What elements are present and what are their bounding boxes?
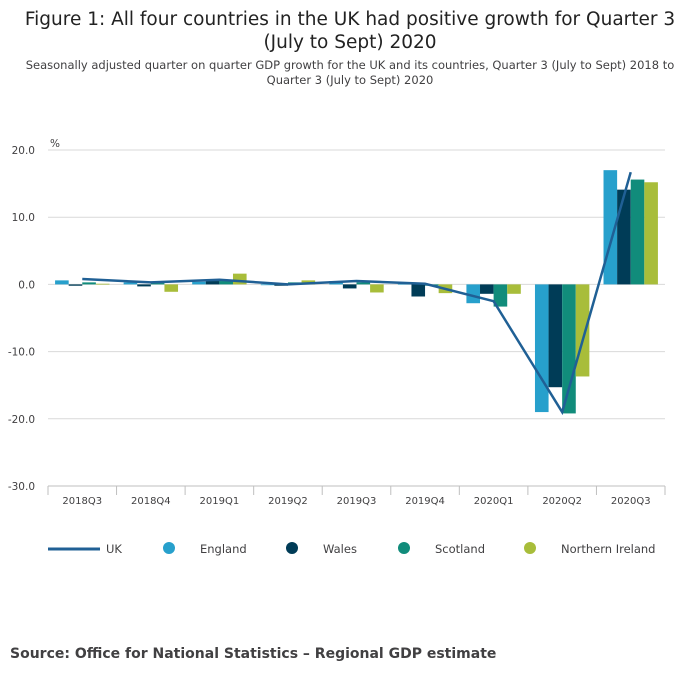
legend-label: UK: [106, 542, 122, 556]
legend-scotland-dot-icon: [398, 542, 410, 554]
y-tick-label: 20.0: [12, 145, 35, 157]
bar-scotland: [493, 284, 508, 307]
bar-scotland: [82, 282, 96, 285]
x-tick-label: 2019Q4: [405, 496, 445, 507]
bar-england: [123, 282, 138, 285]
y-tick-label: -30.0: [8, 481, 35, 493]
y-axis-unit-label: %: [50, 138, 60, 150]
bar-scotland: [562, 284, 576, 414]
bar-wales: [68, 284, 83, 286]
source-note: Source: Office for National Statistics –…: [10, 646, 497, 662]
legend-wales-dot-icon: [286, 542, 298, 554]
bar-england: [534, 284, 549, 413]
bar-northern-ireland: [95, 283, 110, 285]
y-tick-label: 10.0: [12, 212, 35, 224]
bar-wales: [548, 284, 563, 388]
legend-label: England: [200, 542, 247, 556]
legend-northern-ireland-dot-icon: [524, 542, 536, 554]
legend-england-dot-icon: [163, 542, 175, 554]
line-uk: [82, 171, 632, 416]
bar-northern-ireland: [575, 284, 590, 377]
bar-wales: [205, 281, 220, 285]
bar-england: [260, 284, 275, 286]
bar-wales: [411, 284, 426, 297]
bar-scotland: [356, 282, 371, 285]
bar-northern-ireland: [644, 182, 658, 285]
bar-northern-ireland: [164, 284, 179, 292]
bar-wales: [137, 284, 151, 287]
bar-layer: [55, 170, 658, 414]
bar-northern-ireland: [232, 273, 247, 285]
legend: UK England Wales Scotland Northern Ireland: [48, 542, 655, 556]
bar-scotland: [630, 179, 645, 285]
bar-northern-ireland: [507, 284, 521, 294]
legend-label: Scotland: [435, 542, 485, 556]
x-tick-label: 2020Q1: [474, 496, 514, 507]
y-tick-label: 0.0: [18, 279, 35, 291]
bar-wales: [617, 189, 631, 285]
bar-england: [466, 284, 481, 304]
x-tick-label: 2019Q2: [268, 496, 308, 507]
y-tick-label: -10.0: [8, 347, 35, 359]
bar-scotland: [219, 281, 233, 285]
chart-title: Figure 1: All four countries in the UK h…: [24, 9, 676, 53]
y-tick-label: -20.0: [8, 414, 35, 426]
x-tick-label: 2019Q1: [200, 496, 240, 507]
chart-subtitle: Seasonally adjusted quarter on quarter G…: [25, 58, 675, 87]
bar-northern-ireland: [370, 284, 384, 293]
bar-england: [192, 281, 206, 285]
x-tick-label: 2020Q2: [542, 496, 582, 507]
x-tick-label: 2018Q4: [131, 496, 171, 507]
legend-label: Wales: [323, 542, 357, 556]
line-layer: [82, 171, 632, 416]
x-tick-label: 2018Q3: [62, 496, 102, 507]
chart-plot: 20.0 10.0 0.0 -10.0 -20.0 -30.0% 2018Q3 2018Q4 2…: [8, 138, 666, 556]
bar-wales: [342, 284, 357, 289]
bar-wales: [480, 284, 494, 294]
x-tick-label: 2019Q3: [337, 496, 377, 507]
x-tick-label: 2020Q3: [611, 496, 651, 507]
legend-label: Northern Ireland: [561, 542, 655, 556]
axis-layer: 20.0 10.0 0.0 -10.0 -20.0 -30.0% 2018Q3 2018Q4 2…: [8, 138, 666, 507]
bar-england: [55, 280, 69, 285]
bar-scotland: [150, 283, 165, 285]
